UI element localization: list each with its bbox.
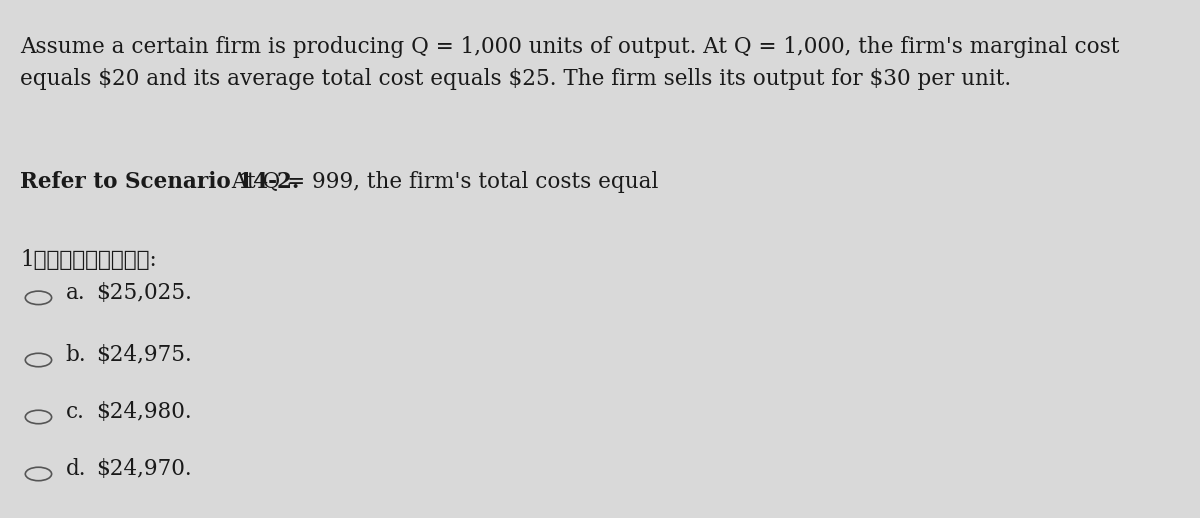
Text: Assume a certain firm is producing Q = 1,000 units of output. At Q = 1,000, the : Assume a certain firm is producing Q = 1… xyxy=(20,36,1120,90)
Text: a.: a. xyxy=(66,282,85,304)
Text: 1つ選択してください:: 1つ選択してください: xyxy=(20,249,157,270)
Text: Refer to Scenario 14-2.: Refer to Scenario 14-2. xyxy=(20,171,300,193)
Text: $24,975.: $24,975. xyxy=(96,344,192,366)
Text: b.: b. xyxy=(66,344,86,366)
Text: At Q = 999, the firm's total costs equal: At Q = 999, the firm's total costs equal xyxy=(226,171,659,193)
Text: d.: d. xyxy=(66,458,86,480)
Text: $24,970.: $24,970. xyxy=(96,458,192,480)
Text: $24,980.: $24,980. xyxy=(96,401,192,423)
Text: $25,025.: $25,025. xyxy=(96,282,192,304)
Text: c.: c. xyxy=(66,401,85,423)
